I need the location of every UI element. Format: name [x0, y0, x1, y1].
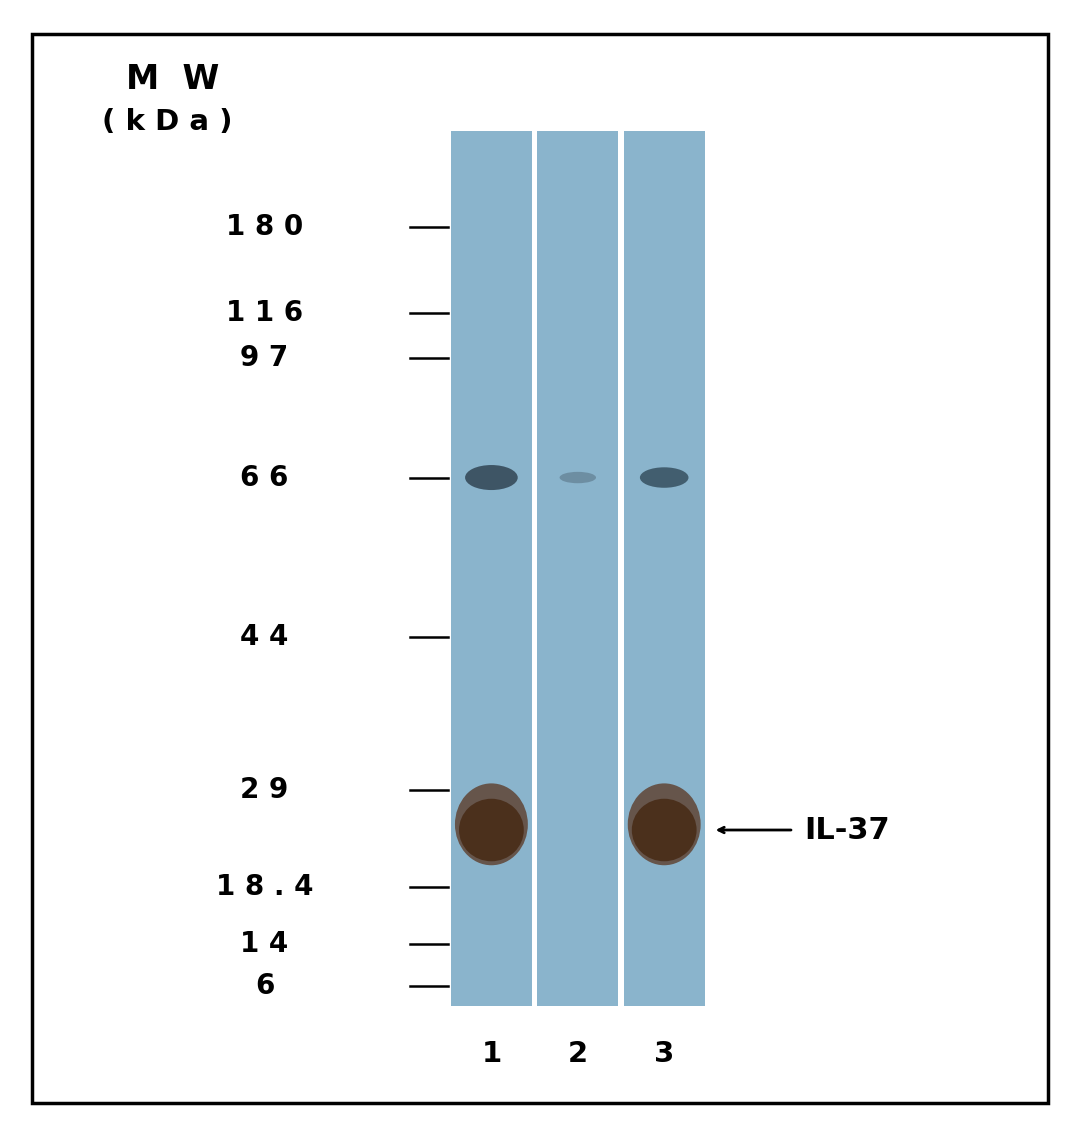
Text: 1: 1 — [482, 1040, 501, 1068]
Ellipse shape — [559, 472, 596, 483]
Text: 2 9: 2 9 — [241, 777, 288, 804]
Text: 6: 6 — [255, 972, 274, 999]
Text: 1 1 6: 1 1 6 — [226, 299, 303, 326]
Text: 2: 2 — [568, 1040, 588, 1068]
Text: IL-37: IL-37 — [805, 815, 890, 845]
Text: 4 4: 4 4 — [241, 623, 288, 650]
Bar — [538, 131, 619, 1006]
Bar — [624, 131, 705, 1006]
Ellipse shape — [459, 798, 524, 862]
Text: ( k D a ): ( k D a ) — [103, 108, 232, 135]
Text: 6 6: 6 6 — [241, 464, 288, 491]
Bar — [451, 131, 532, 1006]
Ellipse shape — [465, 465, 517, 490]
Ellipse shape — [455, 783, 528, 865]
Text: 9 7: 9 7 — [241, 345, 288, 372]
Ellipse shape — [640, 467, 689, 488]
Text: 3: 3 — [654, 1040, 674, 1068]
Ellipse shape — [627, 783, 701, 865]
Text: M  W: M W — [126, 63, 219, 97]
Ellipse shape — [632, 798, 697, 862]
Text: 1 4: 1 4 — [241, 930, 288, 957]
Text: 1 8 0: 1 8 0 — [226, 214, 303, 241]
Text: 1 8 . 4: 1 8 . 4 — [216, 873, 313, 901]
